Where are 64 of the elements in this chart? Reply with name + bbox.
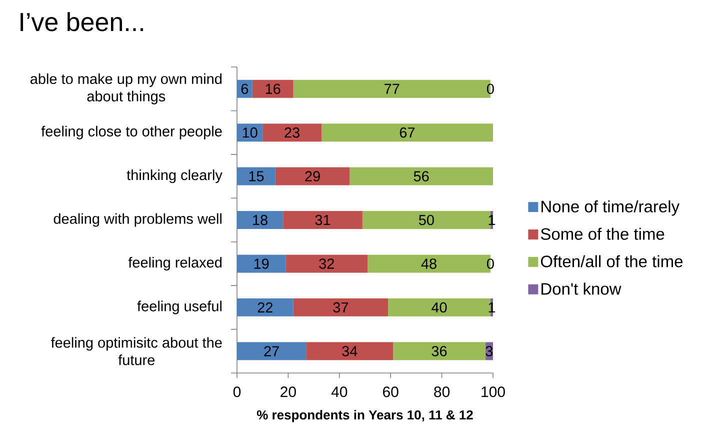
x-tick-label: 0 [233, 386, 241, 398]
bar [237, 80, 252, 98]
y-tick-label: thinking clearly [126, 170, 222, 184]
bar [321, 124, 494, 142]
x-axis-title: % respondents in Years 10, 11 & 12 [256, 410, 473, 422]
bar [262, 124, 322, 142]
bar [275, 167, 350, 186]
data-label: 34 [342, 346, 358, 356]
data-label: 29 [305, 171, 320, 182]
chart-title: I’ve been... [20, 12, 143, 32]
y-tick-label: feeling close to other people [41, 126, 222, 140]
x-tick-label: 100 [482, 386, 505, 398]
bar [393, 342, 486, 360]
bar [237, 167, 276, 186]
legend-label: Don't know [542, 282, 622, 295]
bar [252, 80, 294, 98]
data-label: 10 [242, 127, 258, 138]
data-label: 3 [486, 346, 493, 356]
data-label: 27 [264, 346, 279, 356]
bar [350, 167, 494, 186]
data-label: 37 [333, 302, 348, 313]
data-label: 1 [488, 302, 496, 312]
bar [237, 298, 294, 316]
data-label: 0 [486, 84, 494, 94]
data-label: 56 [414, 171, 429, 182]
data-label: 0 [486, 258, 494, 269]
data-label: 77 [384, 84, 400, 94]
data-label: 18 [253, 214, 268, 226]
bar [237, 254, 286, 273]
data-label: 67 [400, 127, 415, 138]
data-label: 36 [432, 346, 447, 356]
data-label: 19 [254, 258, 269, 269]
data-label: 15 [249, 171, 264, 182]
y-tick-label: dealing with problems well [54, 213, 222, 227]
bar [237, 342, 306, 360]
data-label: 1 [488, 215, 496, 225]
bar [362, 211, 490, 229]
data-label: 32 [319, 258, 334, 269]
bar [306, 342, 394, 360]
data-label: 31 [315, 214, 330, 226]
data-label: 22 [258, 302, 272, 312]
legend-label: Often/all of the time [540, 255, 683, 268]
bar [286, 254, 368, 273]
bar [237, 211, 284, 229]
bar [293, 298, 388, 316]
y-tick-label: feeling useful [137, 300, 222, 314]
data-label: 48 [421, 258, 436, 269]
x-tick-label: 60 [383, 386, 398, 398]
data-label: 23 [284, 127, 300, 138]
x-tick-label: 40 [331, 386, 348, 398]
bar [237, 124, 263, 142]
legend-label: None of time/rarely [542, 200, 680, 216]
y-tick-label: feeling optimisitc about the future [50, 337, 222, 366]
x-tick-label: 20 [280, 386, 296, 398]
bar [388, 298, 490, 316]
x-tick-label: 80 [434, 386, 450, 398]
data-label: 6 [241, 84, 248, 94]
bar [283, 211, 362, 229]
data-label: 50 [418, 214, 434, 226]
y-tick-label: able to make up my own mind about things [30, 73, 222, 104]
data-label: 16 [266, 84, 280, 94]
data-label: 40 [432, 302, 447, 313]
legend-label: Some of the time [540, 228, 664, 240]
y-tick-label: feeling relaxed [128, 256, 222, 270]
